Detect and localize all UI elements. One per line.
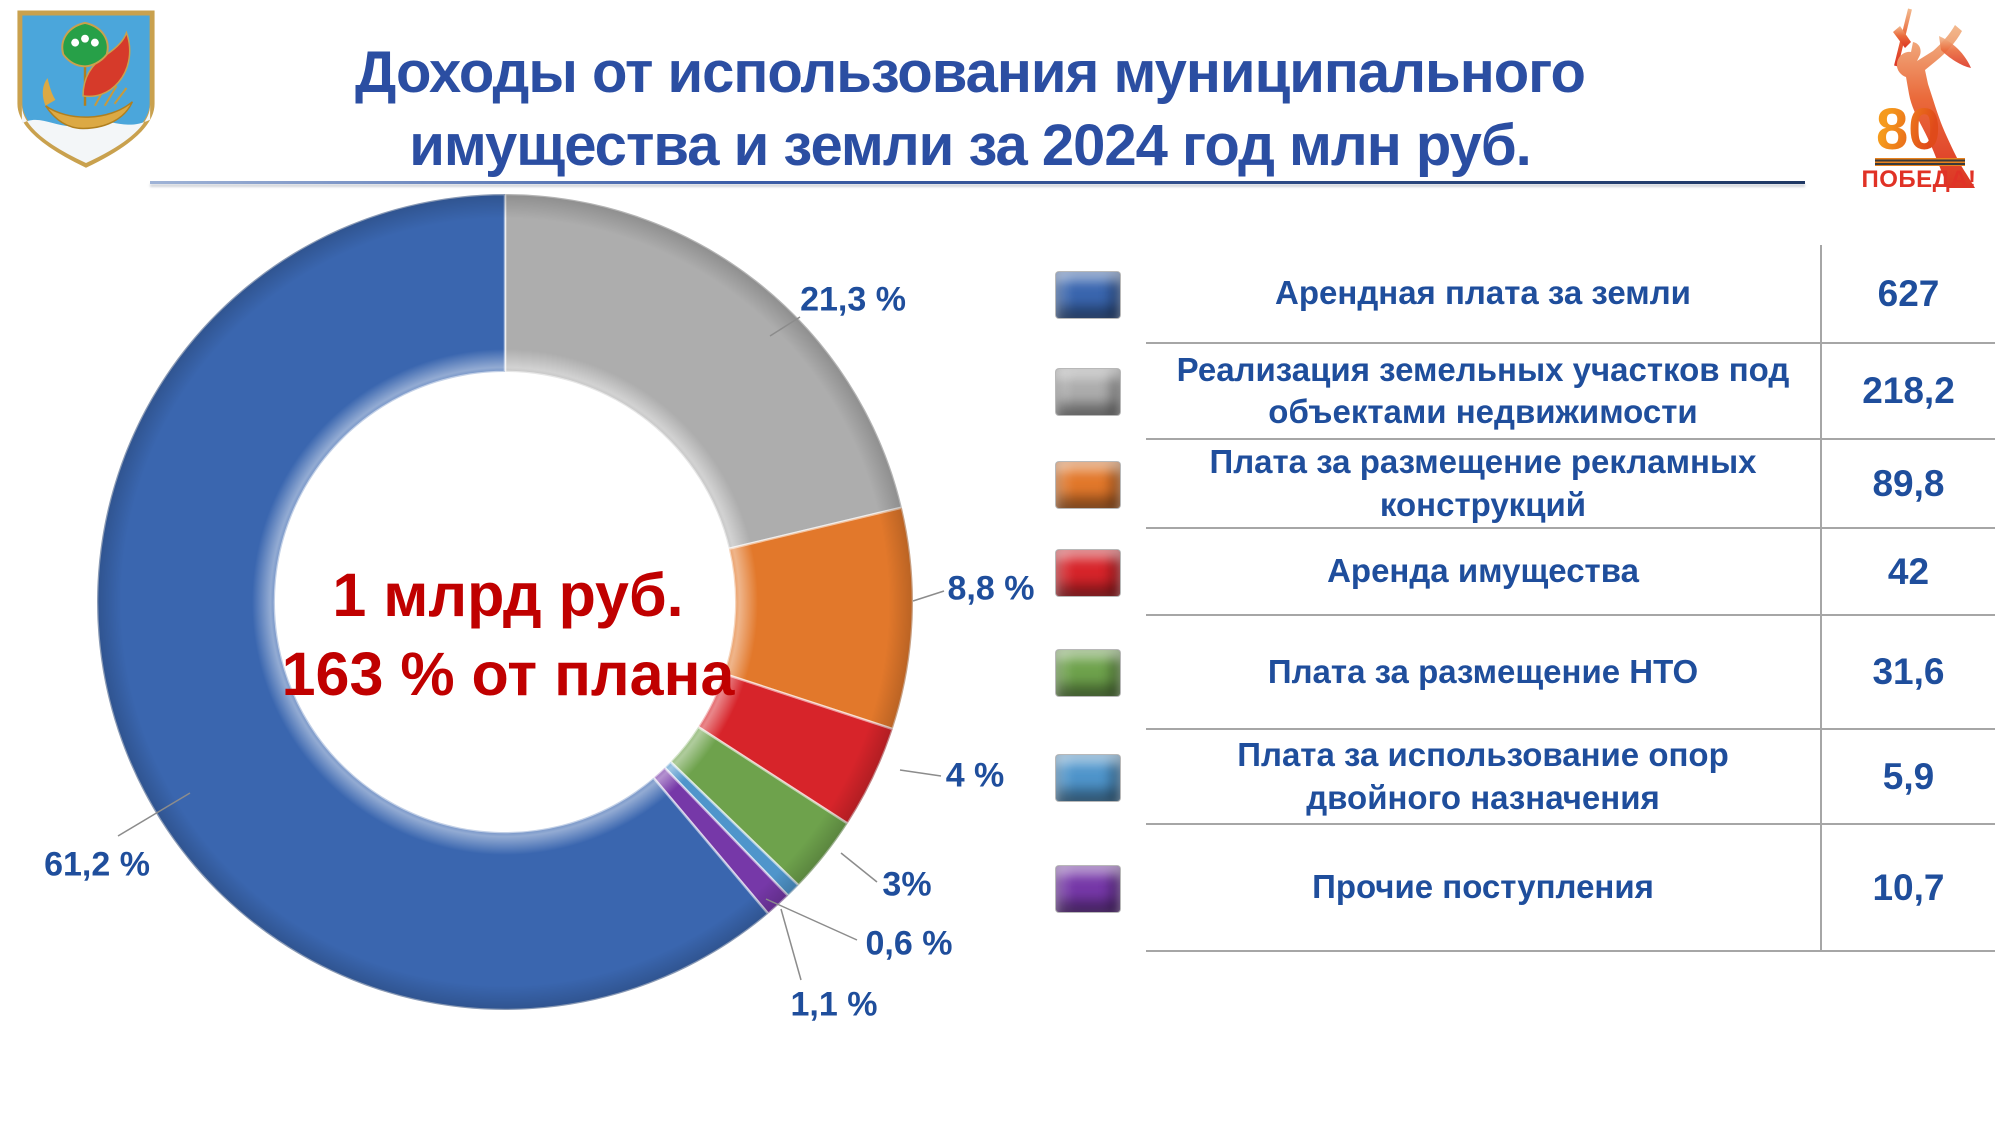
legend-swatch <box>1056 461 1120 508</box>
motherland-statue-icon <box>1893 8 1975 188</box>
boat-hull-shape <box>44 101 134 130</box>
pct-label: 21,3 % <box>800 280 906 319</box>
pct-label: 61,2 % <box>44 845 150 884</box>
leader-line <box>765 898 858 941</box>
oar-line <box>103 85 118 107</box>
victory-pobeda-text: ПОБЕДА! <box>1861 166 1977 193</box>
center-plan-text: 163 % от плана <box>281 640 735 708</box>
page-title-line1: Доходы от использования муниципального <box>355 40 1586 105</box>
legend-row-content: Плата за размещение рекламных конструкци… <box>1146 440 1995 529</box>
legend-swatch <box>1056 271 1120 318</box>
legend-row-content: Плата за размещение НТО 31,6 <box>1146 616 1995 730</box>
legend-value: 10,7 <box>1820 825 1995 950</box>
legend-swatch-cell <box>1050 529 1146 616</box>
legend-swatch-cell <box>1050 344 1146 440</box>
pct-label: 1,1 % <box>790 985 878 1024</box>
waves-shape <box>21 104 151 163</box>
legend-swatch <box>1056 865 1120 912</box>
legend-row: Прочие поступления 10,7 <box>1050 825 1995 952</box>
leader-line <box>899 769 942 777</box>
legend-row: Реализация земельных участков под объект… <box>1050 344 1995 440</box>
legend-swatch-cell <box>1050 825 1146 952</box>
legend-swatch <box>1056 650 1120 696</box>
legend-swatch-cell <box>1050 616 1146 730</box>
legend-swatch-cell <box>1050 730 1146 825</box>
legend-row-content: Реализация земельных участков под объект… <box>1146 344 1995 440</box>
crown-dot <box>81 34 89 43</box>
legend-label: Плата за использование опор двойного наз… <box>1237 736 1729 816</box>
leader-line <box>840 852 878 883</box>
legend-value: 5,9 <box>1820 730 1995 823</box>
legend-label: Плата за размещение рекламных конструкци… <box>1209 443 1757 523</box>
legend-value: 42 <box>1820 529 1995 614</box>
pct-label: 0,6 % <box>865 924 953 963</box>
leader-line <box>117 792 191 837</box>
legend-label: Аренда имущества <box>1327 552 1639 590</box>
victory-80-number: 80 <box>1876 97 1941 162</box>
legend-row-content: Арендная плата за земли 627 <box>1146 245 1995 344</box>
green-crown-shape <box>61 21 109 68</box>
legend-swatch <box>1056 754 1120 801</box>
legend-row-content: Прочие поступления 10,7 <box>1146 825 1995 952</box>
legend-label: Арендная плата за земли <box>1275 274 1691 312</box>
pct-label: 8,8 % <box>947 569 1035 608</box>
donut-bevel-overlay <box>97 194 913 1010</box>
statue-figure-shape <box>1896 25 1975 188</box>
victory-80-logo: 80 ПОБЕДА! <box>1843 6 1995 202</box>
boat-prow-shape <box>42 78 56 106</box>
legend-row: Арендная плата за земли 627 <box>1050 245 1995 344</box>
legend-row: Плата за размещение рекламных конструкци… <box>1050 440 1995 529</box>
page-title: Доходы от использования муниципального и… <box>130 36 1810 182</box>
legend-value: 627 <box>1820 245 1995 342</box>
legend-value: 31,6 <box>1820 616 1995 728</box>
donut-center-label: 1 млрд руб. 163 % от плана <box>282 556 735 714</box>
page-title-line2: имущества и земли за 2024 год млн руб. <box>409 113 1532 178</box>
leader-line <box>912 590 945 602</box>
legend-label: Плата за размещение НТО <box>1267 652 1699 690</box>
legend-swatch-cell <box>1050 245 1146 344</box>
legend-row: Аренда имущества 42 <box>1050 529 1995 616</box>
statue-scarf-shape <box>1939 36 1971 68</box>
oar-line <box>113 87 128 105</box>
pct-label: 4 % <box>945 756 1005 795</box>
legend-row-content: Аренда имущества 42 <box>1146 529 1995 616</box>
legend-value: 218,2 <box>1820 344 1995 438</box>
legend-label: Прочие поступления <box>1312 868 1654 906</box>
leader-line <box>769 316 801 337</box>
legend-swatch <box>1056 369 1120 415</box>
legend-swatch-cell <box>1050 440 1146 529</box>
crown-dot <box>71 38 80 47</box>
center-total-text: 1 млрд руб. <box>332 561 684 629</box>
crown-dot <box>90 38 99 47</box>
coat-of-arms-logo <box>17 10 155 168</box>
legend-row-content: Плата за использование опор двойного наз… <box>1146 730 1995 825</box>
statue-arm-shape <box>1893 26 1911 48</box>
legend-swatch <box>1056 549 1120 596</box>
pct-label: 3% <box>882 865 932 904</box>
legend-label: Реализация земельных участков под объект… <box>1176 350 1790 430</box>
legend-row: Плата за использование опор двойного наз… <box>1050 730 1995 825</box>
leader-line <box>780 908 802 981</box>
st-george-ribbon <box>1875 158 1965 166</box>
title-underline <box>150 181 1805 184</box>
legend-row: Плата за размещение НТО 31,6 <box>1050 616 1995 730</box>
legend-value: 89,8 <box>1820 440 1995 527</box>
legend-table: Арендная плата за земли 627 Реализация зем… <box>1050 245 1995 952</box>
